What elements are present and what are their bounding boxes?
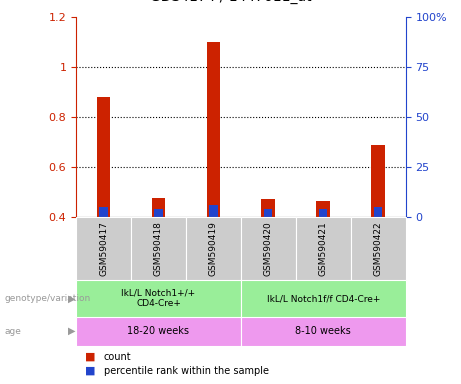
Bar (100, 207, 108, 217)
Bar (97, 97, 110, 217)
Bar (296, 217, 351, 280)
Bar (76, 317, 241, 346)
Bar (241, 280, 406, 317)
Text: ■: ■ (85, 366, 96, 376)
Bar (241, 217, 296, 280)
Text: 8-10 weeks: 8-10 weeks (296, 326, 351, 336)
Bar (264, 209, 272, 217)
Bar (351, 217, 406, 280)
Text: ▶: ▶ (68, 293, 76, 304)
Bar (131, 217, 186, 280)
Text: count: count (104, 352, 131, 362)
Text: 18-20 weeks: 18-20 weeks (128, 326, 189, 336)
Bar (152, 198, 165, 217)
Text: GSM590419: GSM590419 (209, 221, 218, 276)
Text: GSM590420: GSM590420 (264, 221, 273, 276)
Bar (261, 200, 275, 217)
Text: GSM590422: GSM590422 (374, 221, 383, 276)
Text: ■: ■ (85, 352, 96, 362)
Text: ▶: ▶ (68, 326, 76, 336)
Bar (372, 145, 385, 217)
Text: IkL/L Notch1+/+
CD4-Cre+: IkL/L Notch1+/+ CD4-Cre+ (121, 289, 195, 308)
Bar (154, 209, 163, 217)
Bar (374, 207, 382, 217)
Bar (316, 201, 330, 217)
Text: genotype/variation: genotype/variation (5, 294, 91, 303)
Text: GSM590417: GSM590417 (99, 221, 108, 276)
Text: IkL/L Notch1f/f CD4-Cre+: IkL/L Notch1f/f CD4-Cre+ (266, 294, 380, 303)
Bar (76, 280, 241, 317)
Bar (319, 209, 327, 217)
Bar (209, 205, 218, 217)
Text: GSM590421: GSM590421 (319, 221, 328, 276)
Bar (241, 317, 406, 346)
Bar (186, 217, 241, 280)
Bar (76, 217, 131, 280)
Text: GDS4174 / 1447611_at: GDS4174 / 1447611_at (150, 0, 311, 4)
Text: GSM590418: GSM590418 (154, 221, 163, 276)
Text: age: age (5, 327, 22, 336)
Text: percentile rank within the sample: percentile rank within the sample (104, 366, 269, 376)
Bar (207, 42, 220, 217)
